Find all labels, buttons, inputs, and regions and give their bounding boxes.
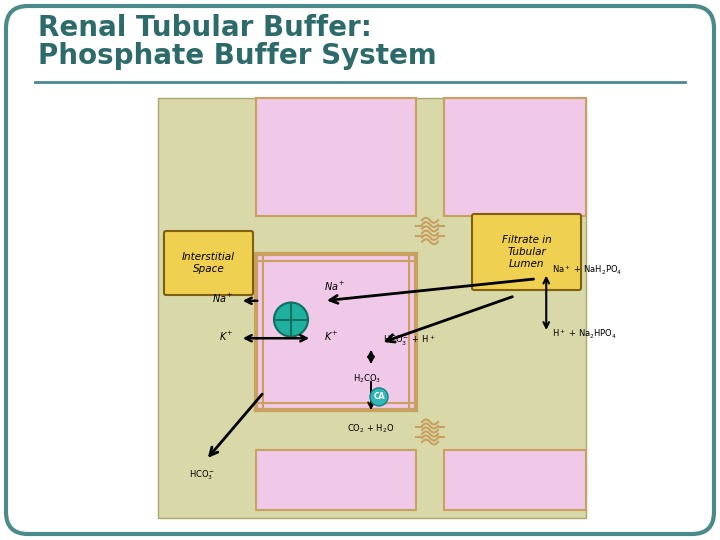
- FancyBboxPatch shape: [164, 231, 253, 295]
- Circle shape: [370, 388, 388, 406]
- Text: CO$_2$ + H$_2$O: CO$_2$ + H$_2$O: [347, 423, 395, 435]
- Text: Renal Tubular Buffer:: Renal Tubular Buffer:: [38, 14, 372, 42]
- Text: Na$^+$ + NaH$_2$PO$_4$: Na$^+$ + NaH$_2$PO$_4$: [552, 264, 622, 278]
- Bar: [444, 450, 586, 510]
- FancyBboxPatch shape: [6, 6, 714, 534]
- Text: HCO$_3^-$ + H$^+$: HCO$_3^-$ + H$^+$: [383, 334, 436, 348]
- Text: K$^+$: K$^+$: [324, 330, 338, 343]
- Text: H$^+$ + Na$_2$HPO$_4$: H$^+$ + Na$_2$HPO$_4$: [552, 328, 617, 341]
- Circle shape: [274, 302, 308, 336]
- Text: Na$^+$: Na$^+$: [324, 280, 346, 293]
- Text: Phosphate Buffer System: Phosphate Buffer System: [38, 42, 437, 70]
- Bar: [158, 98, 586, 518]
- Text: Filtrate in
Tubular
Lumen: Filtrate in Tubular Lumen: [502, 235, 552, 268]
- Text: K$^+$: K$^+$: [220, 330, 234, 343]
- Text: Interstitial
Space: Interstitial Space: [182, 252, 235, 274]
- Text: HCO$_3^-$: HCO$_3^-$: [189, 468, 215, 482]
- Bar: [256, 450, 416, 510]
- Text: H$_2$CO$_3$: H$_2$CO$_3$: [353, 373, 381, 386]
- Bar: [444, 98, 586, 216]
- Text: CA: CA: [373, 393, 384, 401]
- Text: Na$^+$: Na$^+$: [212, 292, 234, 305]
- Bar: [256, 98, 416, 216]
- Bar: [256, 254, 416, 410]
- FancyBboxPatch shape: [472, 214, 581, 290]
